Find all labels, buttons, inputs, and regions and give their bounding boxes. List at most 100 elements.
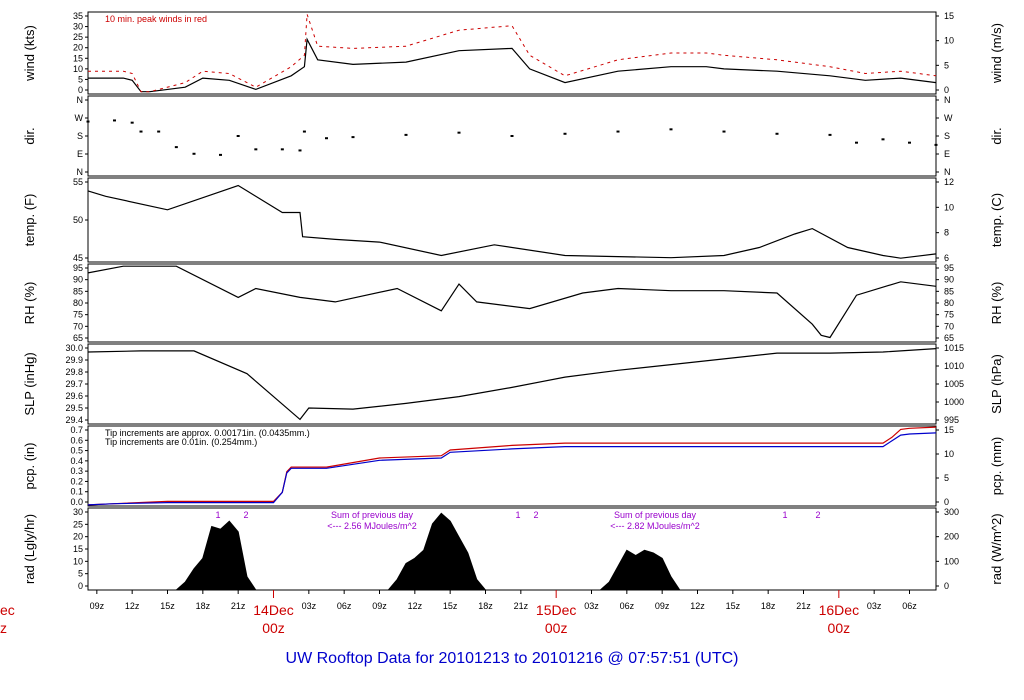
dir-point [219, 153, 222, 156]
dir-point [130, 121, 134, 124]
pcp-annotation-2: Tip increments are 0.01in. (0.254mm.) [105, 437, 257, 447]
slp-right-tick-label: 1005 [944, 379, 964, 389]
dir-point [908, 141, 911, 144]
rad-right-tick-label: 200 [944, 532, 959, 542]
wind-left-tick-label: 10 [73, 64, 83, 74]
dir-point [86, 120, 90, 123]
dir-point [775, 132, 779, 135]
x-hour-label: 09z [372, 601, 387, 611]
slp-left-tick-label: 29.5 [65, 403, 83, 413]
pcp-left-tick-label: 0.2 [70, 476, 83, 486]
temp-right-axis-label: temp. (C) [989, 193, 1004, 247]
temp-left-tick-label: 55 [73, 177, 83, 187]
day-label-time: 00z [828, 620, 851, 636]
x-hour-label: 03z [302, 601, 317, 611]
pcp-left-tick-label: 0.7 [70, 425, 83, 435]
pcp-annotation-1: Tip increments are approx. 0.00171in. (0… [105, 428, 310, 438]
dir-point [934, 143, 938, 146]
rad-area-hump [598, 549, 681, 591]
x-hour-label: 09z [655, 601, 670, 611]
x-hour-label: 12z [690, 601, 705, 611]
wind-left-tick-label: 5 [78, 74, 83, 84]
slp-right-tick-label: 1015 [944, 343, 964, 353]
rh-panel-frame [87, 263, 937, 343]
wind-left-tick-label: 15 [73, 53, 83, 63]
pcp-left-tick-label: 0.1 [70, 487, 83, 497]
x-hour-label: 21z [231, 601, 246, 611]
temp-panel-frame [87, 177, 937, 263]
temp-right-tick-label: 8 [944, 228, 949, 238]
dir-point [236, 135, 240, 137]
slp-left-tick-label: 29.9 [65, 355, 83, 365]
dir-point [828, 133, 832, 136]
pcp-left-tick-label: 0.5 [70, 446, 83, 456]
slp-right-tick-label: 1000 [944, 397, 964, 407]
dir-point [325, 137, 328, 140]
wind-left-tick-label: 25 [73, 32, 83, 42]
temp-right-tick-label: 12 [944, 177, 954, 187]
rh-right-tick-label: 75 [944, 310, 954, 320]
wind-left-axis-label: wind (kts) [22, 25, 37, 82]
pcp-series-line [87, 432, 937, 506]
wind-right-tick-label: 5 [944, 60, 949, 70]
x-hour-label: 15z [443, 601, 458, 611]
dir-point [855, 141, 858, 144]
dir-right-tick-label: N [944, 167, 951, 177]
wind-annotation: 10 min. peak winds in red [105, 14, 207, 24]
dir-left-tick-label: E [77, 149, 83, 159]
temp-left-axis-label: temp. (F) [22, 194, 37, 247]
rh-right-tick-label: 65 [944, 333, 954, 343]
dir-point [351, 136, 355, 139]
slp-left-tick-label: 29.6 [65, 391, 83, 401]
rad-left-tick-label: 10 [73, 556, 83, 566]
dir-point [722, 130, 726, 133]
rad-right-tick-label: 100 [944, 556, 959, 566]
rad-left-tick-label: 5 [78, 569, 83, 579]
dir-point [113, 119, 116, 122]
dir-point [254, 148, 258, 151]
day-label-date: 15Dec [536, 602, 576, 618]
dir-point [302, 130, 306, 133]
rh-series-line [87, 265, 937, 339]
rad-left-tick-label: 15 [73, 544, 83, 554]
rh-right-axis-label: RH (%) [989, 282, 1004, 325]
pcp-right-tick-label: 0 [944, 497, 949, 507]
rad-left-tick-label: 20 [73, 532, 83, 542]
wind-panel-frame [87, 11, 937, 95]
rh-left-tick-label: 65 [73, 333, 83, 343]
rh-left-tick-label: 90 [73, 275, 83, 285]
x-hour-label: 18z [478, 601, 493, 611]
rad-day-note-header: Sum of previous day [614, 510, 697, 520]
page-title: UW Rooftop Data for 20101213 to 20101216… [285, 650, 739, 667]
wind-right-tick-label: 0 [944, 85, 949, 95]
dir-point [563, 132, 567, 135]
wind-left-tick-label: 0 [78, 85, 83, 95]
wind-right-axis-label: wind (m/s) [989, 23, 1004, 84]
pcp-right-axis-label: pcp. (mm) [989, 437, 1004, 496]
rh-right-tick-label: 80 [944, 298, 954, 308]
dir-point [174, 146, 178, 149]
x-hour-label: 15z [726, 601, 741, 611]
dir-point [298, 149, 302, 152]
rad-day-note-value: <--- 2.82 MJoules/m^2 [610, 521, 700, 531]
rad-day-mark: 1 [782, 510, 787, 520]
rad-day-mark: 1 [215, 510, 220, 520]
rad-left-tick-label: 30 [73, 507, 83, 517]
x-hour-label: 09z [90, 601, 105, 611]
dir-left-tick-label: W [75, 113, 84, 123]
day-label-date-cut: ec [0, 602, 15, 618]
dir-left-tick-label: N [77, 167, 84, 177]
rad-day-mark: 1 [515, 510, 520, 520]
pcp-panel-frame [87, 425, 937, 507]
x-hour-label: 03z [584, 601, 599, 611]
rad-area-hump [387, 512, 487, 591]
dir-point [157, 130, 161, 133]
rh-right-tick-label: 70 [944, 321, 954, 331]
x-hour-label: 12z [125, 601, 140, 611]
rh-left-tick-label: 95 [73, 263, 83, 273]
rh-left-axis-label: RH (%) [22, 282, 37, 325]
dir-point [669, 128, 673, 131]
pcp-right-tick-label: 15 [944, 425, 954, 435]
slp-left-tick-label: 29.8 [65, 367, 83, 377]
x-hour-label: 15z [160, 601, 175, 611]
